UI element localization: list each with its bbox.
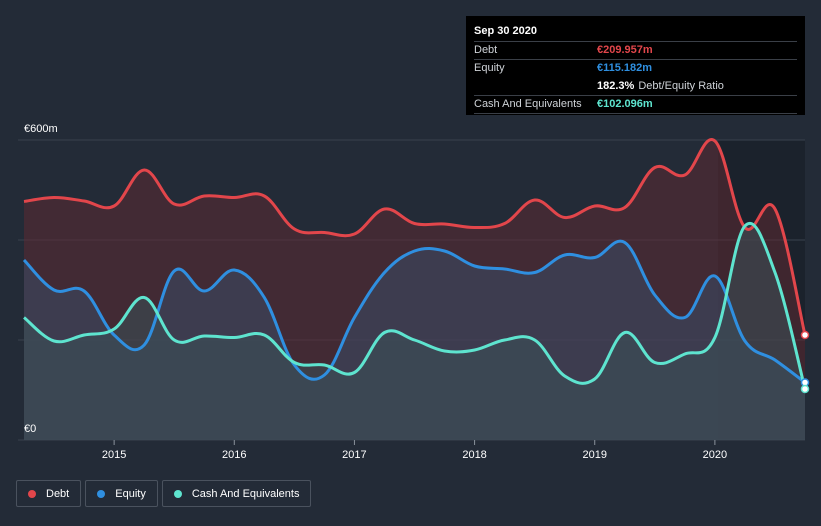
legend-item-cash[interactable]: Cash And Equivalents [161, 480, 312, 507]
legend-label: Debt [46, 487, 70, 500]
tooltip-row-debt: Debt €209.957m [474, 41, 797, 59]
legend-dot-icon [28, 489, 36, 498]
y-axis-label: €600m [24, 123, 58, 135]
debt-endpoint [800, 330, 810, 340]
tooltip: Sep 30 2020 Debt €209.957m Equity €115.1… [466, 16, 805, 115]
tooltip-label: Cash And Equivalents [474, 98, 582, 110]
cash-and-equivalents-line [23, 222, 807, 390]
tooltip-row-equity: Equity €115.182m [474, 59, 797, 77]
legend-label: Equity [115, 487, 146, 500]
tooltip-value: €115.182m [597, 62, 653, 74]
legend-dot-icon [97, 489, 106, 498]
legend-item-debt[interactable]: Debt [16, 480, 82, 507]
cash-and-equivalents-endpoint [800, 384, 810, 394]
tooltip-label [474, 78, 597, 95]
legend: Debt Equity Cash And Equivalents [16, 480, 312, 507]
tooltip-label: Debt [474, 44, 498, 56]
x-tick-label: 2020 [703, 449, 727, 461]
tooltip-date: Sep 30 2020 [474, 25, 537, 37]
tooltip-value: €209.957m [597, 44, 653, 56]
tooltip-row-ratio: 182.3% Debt/Equity Ratio [474, 77, 797, 95]
x-tick-label: 2018 [462, 449, 486, 461]
y-axis: €600m €0 [24, 123, 58, 435]
x-axis: 2015 2016 2017 2018 2019 2020 [102, 440, 727, 461]
series-lines [22, 138, 807, 390]
tooltip-suffix: Debt/Equity Ratio [638, 80, 724, 92]
x-tick-label: 2019 [582, 449, 606, 461]
x-tick-label: 2016 [222, 449, 246, 461]
cash-and-equivalents-area [24, 223, 805, 440]
legend-label: Cash And Equivalents [191, 487, 300, 500]
x-tick-label: 2015 [102, 449, 126, 461]
tooltip-row-cash: Cash And Equivalents €102.096m [474, 95, 797, 114]
tooltip-label: Equity [474, 62, 505, 74]
x-tick-label: 2017 [342, 449, 366, 461]
tooltip-value: 182.3% [597, 80, 635, 92]
tooltip-value: €102.096m [597, 98, 653, 110]
series-endpoints [800, 330, 810, 394]
y-axis-label: €0 [24, 423, 36, 435]
legend-item-equity[interactable]: Equity [85, 480, 158, 507]
equity-line [22, 239, 806, 384]
debt-line [23, 138, 807, 336]
legend-dot-icon [173, 489, 182, 498]
